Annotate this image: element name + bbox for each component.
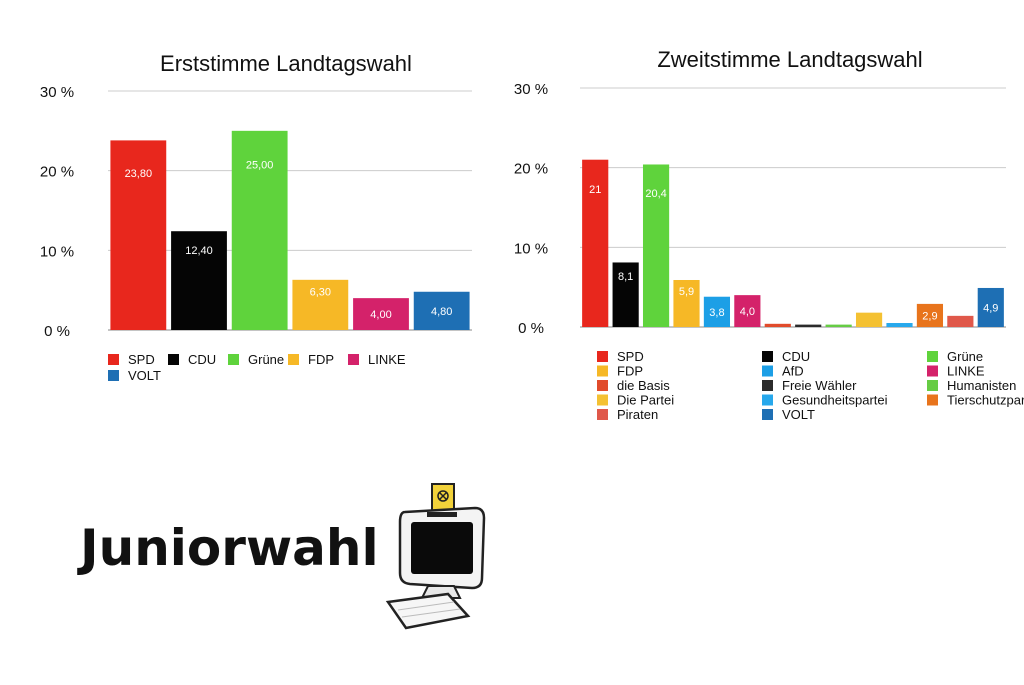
bar-piraten (947, 315, 974, 327)
y-tick-label: 20 % (40, 164, 74, 181)
bar-gruene (642, 164, 670, 327)
y-tick-label: 10 % (40, 243, 74, 260)
y-tick-label: 20 % (514, 161, 548, 178)
legend-swatch-fdp (288, 354, 299, 365)
legend-swatch-volt (762, 409, 773, 420)
data-label: 4,0 (740, 306, 755, 318)
legend-swatch-spd (597, 351, 608, 362)
data-label: 23,80 (125, 168, 153, 180)
legend-label-humanisten: Humanisten (947, 378, 1016, 393)
legend-label-piraten: Piraten (617, 407, 658, 422)
bar-volt (413, 291, 470, 330)
legend-label-die-basis: die Basis (617, 378, 670, 393)
bar-cdu (171, 231, 227, 330)
legend-swatch-afd (762, 365, 773, 377)
data-label: 4,9 (983, 302, 998, 314)
data-label: 25,00 (246, 160, 274, 172)
bar-freie-waehler (795, 324, 822, 327)
legend-label-spd: SPD (128, 352, 155, 367)
bar-volt (977, 287, 1004, 327)
bar-die-partei (855, 312, 883, 327)
legend-label-die-partei: Die Partei (617, 393, 674, 408)
legend-swatch-die-partei (597, 394, 608, 406)
bar-spd (582, 159, 609, 327)
legend-label-gruene: Grüne (947, 349, 983, 364)
legend-swatch-die-basis (597, 380, 608, 391)
data-label: 5,9 (679, 286, 694, 298)
legend-swatch-volt (108, 370, 119, 381)
legend-swatch-piraten (597, 409, 608, 420)
bar-gesundheitspartei (886, 323, 913, 327)
data-label: 12,40 (185, 245, 213, 257)
data-label: 3,8 (709, 307, 724, 319)
legend-swatch-linke (927, 365, 938, 377)
y-tick-label: 30 % (40, 84, 74, 101)
legend-label-afd: AfD (782, 364, 804, 379)
legend-swatch-spd (108, 354, 119, 365)
bar-linke (353, 298, 409, 330)
chart-title: Erststimme Landtagswahl (160, 51, 412, 76)
juniorwahl-logo: Juniorwahl (77, 483, 486, 630)
legend-label-volt: VOLT (128, 368, 161, 383)
bar-fdp (673, 279, 700, 327)
chart-title: Zweitstimme Landtagswahl (657, 47, 922, 72)
bar-cdu (612, 262, 639, 327)
legend-label-freie-waehler: Freie Wähler (782, 378, 857, 393)
data-label: 6,30 (310, 286, 331, 298)
bar-afd (703, 296, 731, 327)
legend-label-gruene: Grüne (248, 352, 284, 367)
bar-fdp (292, 279, 349, 330)
legend-label-cdu: CDU (188, 352, 216, 367)
bar-spd (110, 140, 167, 330)
data-label: 21 (589, 184, 601, 196)
data-label: 8,1 (618, 271, 633, 283)
legend-swatch-freie-waehler (762, 380, 773, 391)
bar-linke (734, 295, 761, 327)
legend-swatch-cdu (168, 354, 179, 365)
computer-ballot-icon (385, 483, 486, 630)
y-tick-label: 0 % (44, 323, 70, 340)
legend-label-gesundheitspartei: Gesundheitspartei (782, 393, 888, 408)
legend-label-cdu: CDU (782, 349, 810, 364)
data-label: 2,9 (922, 310, 937, 322)
legend-swatch-linke (348, 354, 359, 365)
legend-label-spd: SPD (617, 349, 644, 364)
legend-label-linke: LINKE (368, 352, 406, 367)
legend-swatch-fdp (597, 365, 608, 377)
legend-swatch-humanisten (927, 380, 938, 391)
y-tick-label: 30 % (514, 81, 548, 98)
legend-label-fdp: FDP (308, 352, 334, 367)
data-label: 4,00 (370, 309, 391, 321)
data-label: 4,80 (431, 306, 452, 318)
y-tick-label: 0 % (518, 320, 544, 337)
legend-label-tierschutzpartei: Tierschutzpartei (947, 393, 1024, 408)
bar-tierschutzpartei (916, 303, 944, 327)
legend-label-volt: VOLT (782, 407, 815, 422)
bar-gruene (231, 130, 288, 330)
bar-humanisten (825, 324, 852, 327)
logo-wordmark: Juniorwahl (77, 519, 379, 577)
legend-swatch-cdu (762, 351, 773, 362)
bar-die-basis (764, 323, 791, 327)
erststimme-chart: Erststimme Landtagswahl 0 % 10 % 20 % 30 % 23… (40, 51, 472, 383)
legend-swatch-tierschutzpartei (927, 394, 938, 406)
data-label: 20,4 (645, 188, 666, 200)
legend-label-linke: LINKE (947, 364, 985, 379)
legend-swatch-gruene (228, 354, 239, 365)
legend-swatch-gruene (927, 351, 938, 362)
legend-swatch-gesundheitspartei (762, 394, 773, 406)
legend-label-fdp: FDP (617, 364, 643, 379)
y-tick-label: 10 % (514, 240, 548, 257)
zweitstimme-chart: Zweitstimme Landtagswahl 0 % 10 % 20 % 30 % 2… (514, 47, 1024, 422)
